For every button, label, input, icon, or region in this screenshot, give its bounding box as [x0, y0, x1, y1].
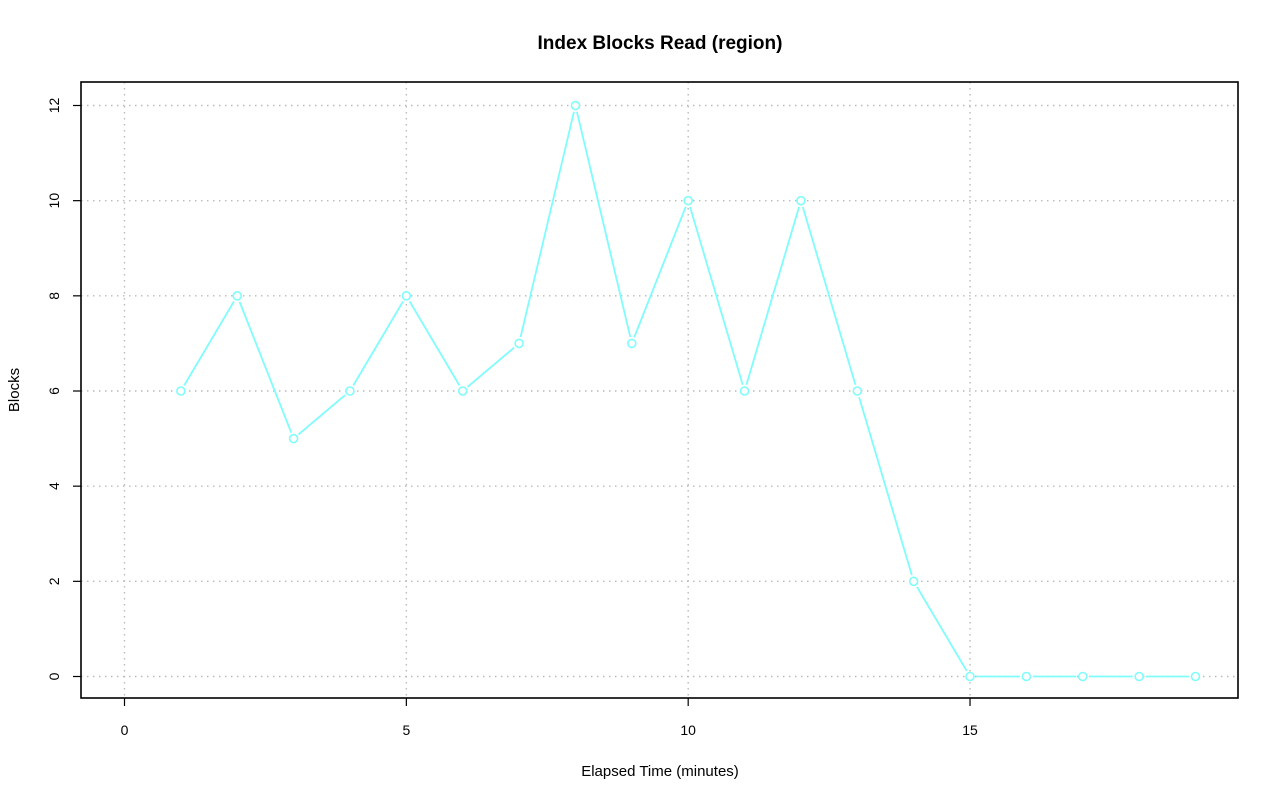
x-tick-label-1: 5 [402, 722, 410, 738]
y-axis-label: Blocks [6, 368, 23, 412]
data-point-13 [908, 576, 919, 587]
data-point-7 [570, 100, 581, 111]
series-segment-5 [467, 346, 515, 388]
chart-title: Index Blocks Read (region) [538, 33, 783, 54]
data-point-3 [345, 386, 355, 396]
x-axis-label: Elapsed Time (minutes) [581, 763, 739, 780]
data-point-8 [627, 338, 637, 349]
data-point-10 [739, 386, 750, 396]
plot-frame [80, 81, 1239, 699]
series-segment-4 [408, 300, 461, 386]
series-segment-3 [352, 300, 404, 386]
series-segment-8 [633, 206, 687, 338]
data-point-12 [852, 386, 863, 396]
series-segment-7 [576, 111, 632, 338]
data-point-0 [176, 386, 186, 396]
series-segment-6 [519, 111, 575, 338]
data-point-17 [1134, 671, 1144, 682]
grid [81, 82, 1238, 698]
data-point-5 [457, 386, 468, 396]
data-point-1 [232, 291, 243, 301]
data-point-2 [288, 433, 299, 444]
data-point-4 [401, 291, 412, 301]
y-axis: 0 2 4 6 8 10 12 [46, 98, 81, 680]
data-point-6 [514, 338, 524, 349]
x-axis: 0 5 10 15 [121, 698, 978, 738]
data-point-15 [1021, 671, 1032, 682]
y-tick-label-2: 4 [46, 482, 62, 490]
x-tick-label-2: 10 [680, 722, 696, 738]
data-point-9 [683, 195, 693, 206]
series-segment-13 [916, 586, 968, 672]
series-segment-9 [689, 206, 744, 386]
data-point-18 [1190, 671, 1201, 682]
y-tick-label-1: 2 [46, 577, 62, 585]
data-point-11 [796, 195, 806, 206]
series [176, 100, 1201, 682]
x-tick-label-3: 15 [962, 722, 978, 738]
y-tick-label-0: 0 [46, 672, 62, 680]
y-tick-label-3: 6 [46, 387, 62, 395]
y-tick-label-5: 10 [46, 193, 62, 209]
series-segment-2 [297, 394, 346, 436]
series-segment-11 [801, 206, 857, 386]
y-tick-label-6: 12 [46, 98, 62, 114]
data-point-16 [1077, 671, 1088, 682]
data-point-14 [965, 671, 975, 682]
y-tick-label-4: 8 [46, 292, 62, 300]
x-tick-label-0: 0 [121, 722, 129, 738]
series-segment-12 [858, 396, 913, 576]
series-segment-1 [238, 301, 293, 433]
series-segment-10 [745, 206, 800, 386]
series-segment-0 [183, 300, 235, 386]
